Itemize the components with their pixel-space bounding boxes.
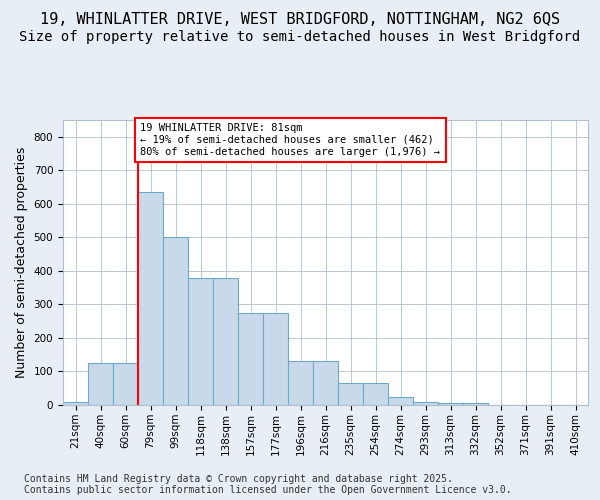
- Text: 19, WHINLATTER DRIVE, WEST BRIDGFORD, NOTTINGHAM, NG2 6QS: 19, WHINLATTER DRIVE, WEST BRIDGFORD, NO…: [40, 12, 560, 28]
- Bar: [138, 192, 163, 405]
- Y-axis label: Number of semi-detached properties: Number of semi-detached properties: [15, 147, 28, 378]
- Bar: [113, 363, 138, 405]
- Bar: [463, 404, 488, 405]
- Bar: [363, 383, 388, 405]
- Bar: [438, 404, 463, 405]
- Bar: [263, 313, 288, 405]
- Bar: [238, 313, 263, 405]
- Text: 19 WHINLATTER DRIVE: 81sqm
← 19% of semi-detached houses are smaller (462)
80% o: 19 WHINLATTER DRIVE: 81sqm ← 19% of semi…: [140, 124, 440, 156]
- Bar: [188, 278, 213, 405]
- Bar: [313, 362, 338, 405]
- Bar: [413, 402, 438, 405]
- Bar: [88, 363, 113, 405]
- Bar: [213, 278, 238, 405]
- Text: Size of property relative to semi-detached houses in West Bridgford: Size of property relative to semi-detach…: [19, 30, 581, 44]
- Bar: [163, 238, 188, 405]
- Bar: [388, 396, 413, 405]
- Bar: [288, 362, 313, 405]
- Bar: [63, 402, 88, 405]
- Bar: [338, 383, 363, 405]
- Text: Contains public sector information licensed under the Open Government Licence v3: Contains public sector information licen…: [24, 485, 512, 495]
- Text: Contains HM Land Registry data © Crown copyright and database right 2025.: Contains HM Land Registry data © Crown c…: [24, 474, 453, 484]
